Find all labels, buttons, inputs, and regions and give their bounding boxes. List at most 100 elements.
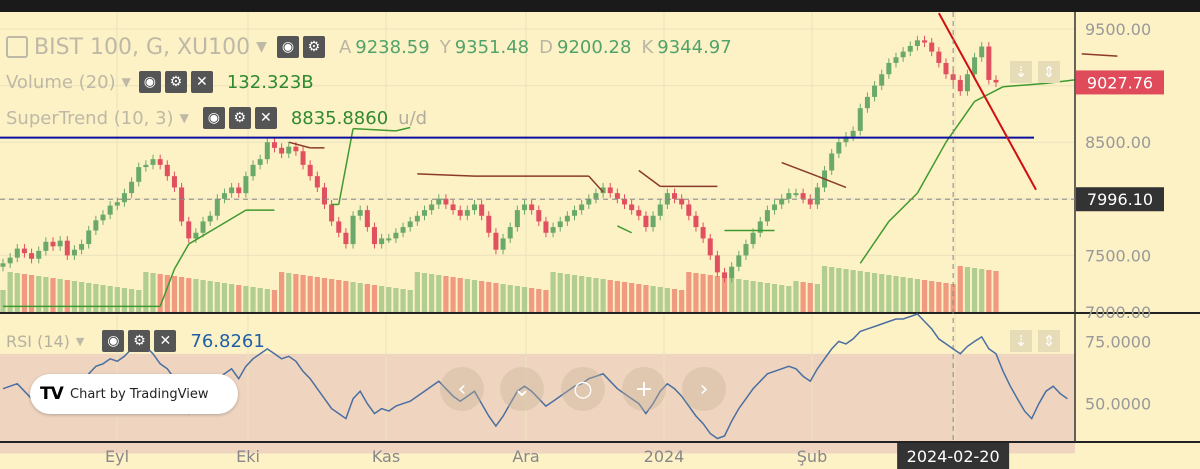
volume-bar bbox=[443, 276, 449, 312]
zoom-in-icon[interactable]: ⌄ bbox=[500, 367, 544, 411]
volume-bar bbox=[100, 285, 106, 312]
volume-bar bbox=[929, 281, 935, 312]
supertrend-label[interactable]: SuperTrend (10, 3) bbox=[6, 107, 174, 129]
expand-icon[interactable]: ⇕ bbox=[1038, 61, 1060, 83]
rsi-label[interactable]: RSI (14) bbox=[6, 331, 70, 351]
supertrend-line bbox=[188, 226, 218, 245]
candle-body bbox=[750, 232, 756, 245]
close-icon[interactable]: ✕ bbox=[190, 71, 213, 93]
volume-bar bbox=[993, 271, 999, 312]
supertrend-legend: SuperTrend (10, 3) ▼ ◉ ⚙ ✕ 8835.8860 u/d bbox=[6, 106, 427, 130]
arrow-right-icon[interactable]: › bbox=[682, 367, 726, 411]
eye-icon[interactable]: ◉ bbox=[102, 330, 125, 352]
arrow-down-icon[interactable]: ⇣ bbox=[1010, 330, 1032, 352]
volume-bar bbox=[286, 273, 292, 312]
candle-body bbox=[693, 215, 699, 228]
price-tick-label: 7500.00 bbox=[1085, 246, 1151, 265]
candle-body bbox=[593, 193, 599, 199]
supertrend-line bbox=[1081, 53, 1118, 57]
arrow-down-icon[interactable]: ⇣ bbox=[1010, 61, 1032, 83]
volume-bar bbox=[643, 285, 649, 312]
gear-icon[interactable]: ⚙ bbox=[228, 107, 251, 129]
candle-body bbox=[350, 215, 356, 245]
candle-body bbox=[279, 147, 285, 154]
volume-bar bbox=[500, 284, 506, 312]
gear-icon[interactable]: ⚙ bbox=[302, 36, 325, 58]
volume-bar bbox=[86, 283, 92, 312]
volume-bar bbox=[400, 289, 406, 312]
candle-body bbox=[629, 204, 635, 211]
close-icon[interactable]: ✕ bbox=[154, 330, 177, 352]
eye-icon[interactable]: ◉ bbox=[276, 36, 299, 58]
supertrend-line bbox=[353, 127, 396, 132]
candle-body bbox=[479, 204, 485, 216]
reset-icon[interactable]: ○ bbox=[561, 367, 605, 411]
volume-bar bbox=[821, 266, 828, 312]
chevron-down-icon[interactable]: ▼ bbox=[121, 75, 131, 89]
supertrend-line bbox=[173, 243, 190, 270]
volume-bar bbox=[529, 288, 535, 312]
volume-bar bbox=[507, 285, 513, 312]
chevron-down-icon[interactable]: ▼ bbox=[256, 39, 267, 55]
candle-body bbox=[722, 272, 728, 279]
candle-body bbox=[64, 240, 70, 256]
arrow-left-icon[interactable]: + bbox=[622, 367, 666, 411]
supertrend-unit: u/d bbox=[398, 107, 428, 129]
rsi-value: 76.8261 bbox=[190, 330, 265, 352]
volume-label[interactable]: Volume (20) bbox=[6, 71, 116, 93]
candle-body bbox=[800, 193, 806, 199]
symbol-icon bbox=[6, 36, 28, 58]
tradingview-credit[interactable]: TV Chart by TradingView bbox=[30, 374, 238, 414]
candle-body bbox=[757, 221, 763, 233]
symbol-legend: BIST 100, G, XU100 ▼ ◉ ⚙ A 9238.59 Y 9351.… bbox=[6, 34, 742, 60]
volume-bar bbox=[807, 283, 813, 312]
volume-bar bbox=[393, 288, 399, 312]
gear-icon[interactable]: ⚙ bbox=[128, 330, 151, 352]
volume-bar bbox=[850, 270, 856, 312]
candle-body bbox=[121, 193, 127, 203]
volume-bar bbox=[157, 274, 163, 312]
rsi-legend: RSI (14) ▼ ◉ ⚙ ✕ 76.8261 bbox=[6, 329, 265, 353]
candle-body bbox=[536, 210, 542, 222]
volume-bar bbox=[379, 286, 385, 312]
volume-bar bbox=[943, 283, 949, 312]
low-label: D bbox=[539, 36, 554, 58]
candle-body bbox=[143, 164, 149, 168]
last-price-tag bbox=[1076, 70, 1164, 95]
zoom-out-icon[interactable]: ‹ bbox=[440, 367, 484, 411]
candle-body bbox=[486, 215, 492, 233]
candle-body bbox=[407, 221, 413, 228]
volume-bar bbox=[936, 282, 942, 312]
close-icon[interactable]: ✕ bbox=[254, 107, 277, 129]
candle-body bbox=[493, 232, 499, 250]
eye-icon[interactable]: ◉ bbox=[202, 107, 225, 129]
volume-bar bbox=[729, 278, 735, 312]
eye-icon[interactable]: ◉ bbox=[138, 71, 161, 93]
volume-bar bbox=[829, 267, 835, 312]
volume-bar bbox=[586, 277, 592, 312]
candle-body bbox=[914, 40, 920, 46]
candle-body bbox=[300, 151, 306, 165]
gear-icon[interactable]: ⚙ bbox=[164, 71, 187, 93]
volume-bar bbox=[164, 275, 170, 312]
candle-body bbox=[457, 210, 463, 216]
expand-icon[interactable]: ⇕ bbox=[1038, 330, 1060, 352]
volume-bar bbox=[429, 274, 435, 312]
volume-bar bbox=[14, 273, 20, 312]
supertrend-line bbox=[617, 225, 632, 234]
time-tick-label: Kas bbox=[372, 447, 400, 466]
chevron-down-icon[interactable]: ▼ bbox=[75, 334, 85, 348]
chevron-down-icon[interactable]: ▼ bbox=[179, 111, 189, 125]
symbol-title[interactable]: BIST 100, G, XU100 bbox=[34, 34, 251, 60]
volume-bar bbox=[221, 283, 228, 312]
volume-bar bbox=[336, 280, 342, 312]
volume-bar bbox=[879, 274, 885, 312]
candle-body bbox=[271, 142, 277, 148]
volume-bar bbox=[536, 289, 542, 312]
volume-bar bbox=[650, 286, 656, 312]
volume-bar bbox=[621, 282, 628, 312]
candle-body bbox=[286, 146, 292, 154]
volume-bar bbox=[121, 288, 128, 312]
volume-bar bbox=[0, 290, 6, 312]
volume-bar bbox=[764, 283, 770, 312]
